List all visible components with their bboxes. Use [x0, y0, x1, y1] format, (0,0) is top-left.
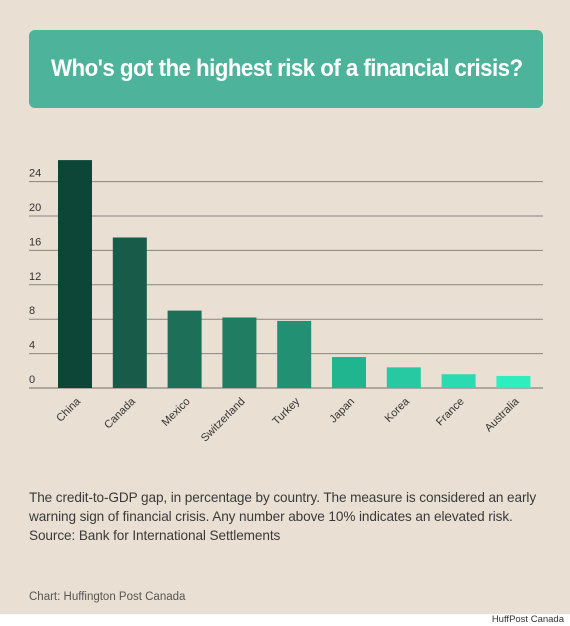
bar-france [441, 374, 476, 388]
bar-korea [386, 367, 421, 388]
y-tick-label: 16 [29, 236, 41, 248]
y-tick-label: 0 [29, 374, 35, 386]
title-banner: Who's got the highest risk of a financia… [29, 30, 543, 108]
x-tick-label: Australia [483, 395, 522, 434]
bar-switzerland [222, 317, 257, 388]
x-tick-label: Turkey [270, 395, 302, 427]
x-tick-label: Japan [327, 396, 357, 426]
x-tick-label: China [54, 395, 83, 424]
bar-mexico [167, 310, 202, 388]
bar-australia [496, 375, 531, 388]
y-tick-label: 12 [29, 271, 41, 283]
y-tick-label: 20 [29, 202, 41, 214]
x-tick-label: Mexico [160, 396, 193, 429]
chart-caption: The credit-to-GDP gap, in percentage by … [29, 490, 537, 543]
bars [58, 160, 531, 388]
x-tick-label: France [434, 396, 467, 429]
x-tick-label: Korea [383, 395, 413, 425]
brand-footer: HuffPost Canada [491, 614, 564, 625]
bar-china [58, 160, 92, 388]
y-tick-label: 24 [29, 168, 41, 180]
y-tick-label: 8 [29, 305, 35, 317]
chart-title: Who's got the highest risk of a financia… [51, 55, 523, 82]
bar-canada [112, 237, 147, 388]
bar-turkey [277, 320, 312, 388]
x-tick-label: Canada [102, 395, 138, 431]
y-tick-label: 4 [29, 340, 35, 352]
y-axis-ticks: 0 4 8 12 16 20 24 [29, 168, 41, 386]
bar-japan [332, 357, 366, 388]
chart-credit: Chart: Huffington Post Canada [29, 591, 186, 603]
x-tick-label: Switzerland [199, 396, 248, 445]
x-axis-labels: China Canada Mexico Switzerland Turkey Japan K… [54, 395, 522, 444]
bar-chart: 0 4 8 12 16 20 24 China Canada Mexico Switzerland… [29, 160, 543, 444]
